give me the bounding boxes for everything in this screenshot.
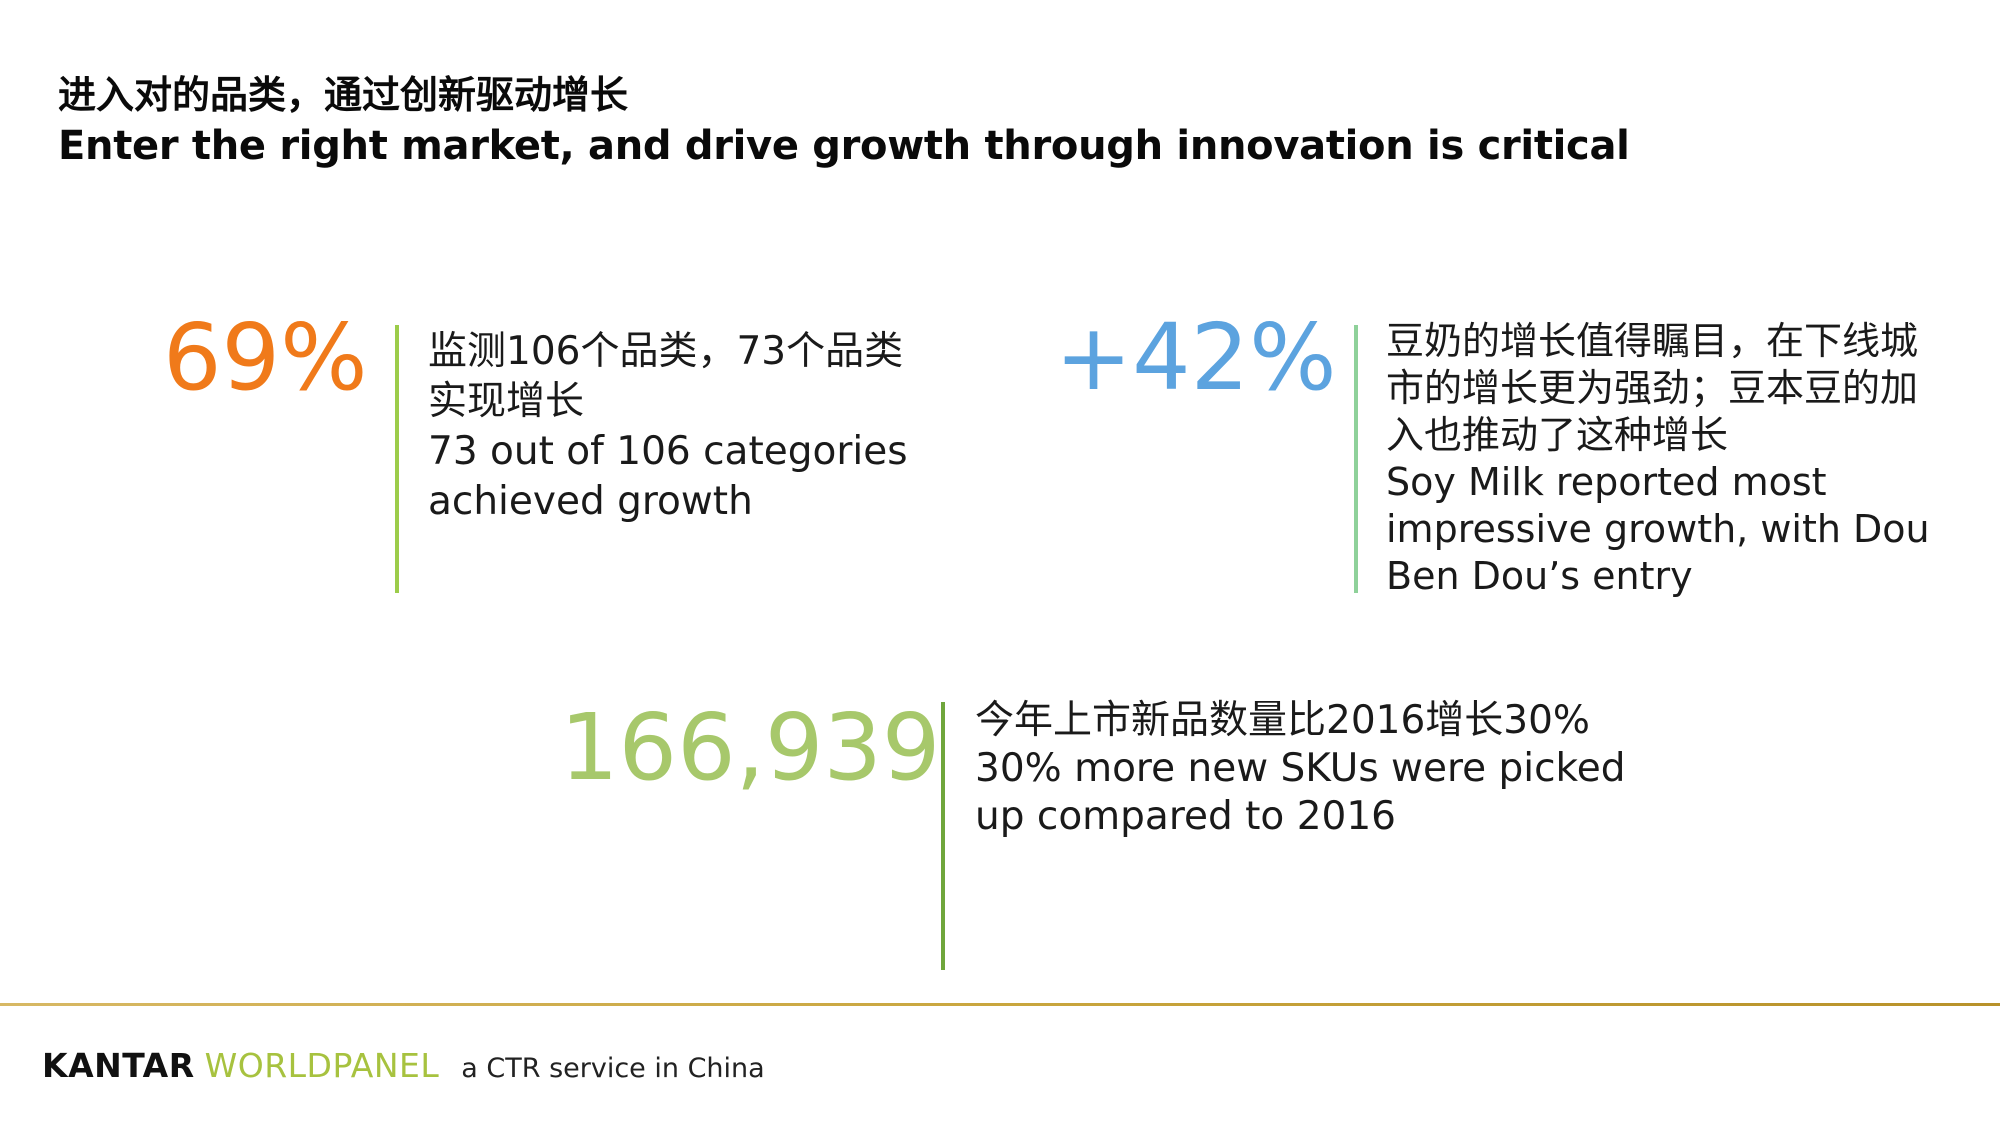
stat-text-line: up compared to 2016: [975, 794, 1396, 839]
footer-logo: KANTAR WORLDPANEL a CTR service in China: [42, 1046, 765, 1086]
stat-text-line: 入也推动了这种增长: [1386, 413, 1729, 457]
stat-soy-milk-growth: +42%: [1055, 304, 1337, 411]
title-chinese: 进入对的品类，通过创新驱动增长: [58, 73, 629, 117]
stat-text-line: impressive growth, with Dou: [1386, 507, 1930, 551]
stat-text-line: 市的增长更为强劲；豆本豆的加: [1386, 366, 1919, 410]
stat-text-line: 实现增长: [428, 379, 585, 424]
stat-text-line: 今年上市新品数量比2016增长30%: [975, 698, 1590, 743]
brand-worldpanel: WORLDPANEL: [204, 1046, 440, 1085]
stat-divider-2: [1354, 325, 1358, 593]
stat-text-line: Ben Dou’s entry: [1386, 554, 1693, 598]
stat-categories-text: 监测106个品类，73个品类 实现增长 73 out of 106 catego…: [428, 327, 948, 527]
stat-text-line: 73 out of 106 categories: [428, 429, 908, 474]
stat-text-line: achieved growth: [428, 479, 753, 524]
stat-text-line: 监测106个品类，73个品类: [428, 329, 904, 374]
stat-text-line: Soy Milk reported most: [1386, 460, 1827, 504]
stat-categories-percent: 69%: [163, 304, 368, 411]
title-english: Enter the right market, and drive growth…: [58, 123, 1630, 169]
slide-title: 进入对的品类，通过创新驱动增长 Enter the right market, …: [58, 70, 1630, 172]
stat-text-line: 豆奶的增长值得瞩目，在下线城: [1386, 319, 1919, 363]
stat-new-skus: 166,939: [560, 694, 941, 801]
stat-soy-milk-text: 豆奶的增长值得瞩目，在下线城 市的增长更为强劲；豆本豆的加 入也推动了这种增长 …: [1386, 318, 1966, 600]
stat-divider-1: [395, 325, 399, 593]
stat-divider-3: [941, 702, 945, 970]
stat-text-line: 30% more new SKUs were picked: [975, 746, 1626, 791]
brand-kantar: KANTAR: [42, 1046, 195, 1085]
brand-tagline: a CTR service in China: [461, 1053, 765, 1084]
stat-new-skus-text: 今年上市新品数量比2016增长30% 30% more new SKUs wer…: [975, 697, 1626, 841]
footer-divider: [0, 1003, 2000, 1006]
